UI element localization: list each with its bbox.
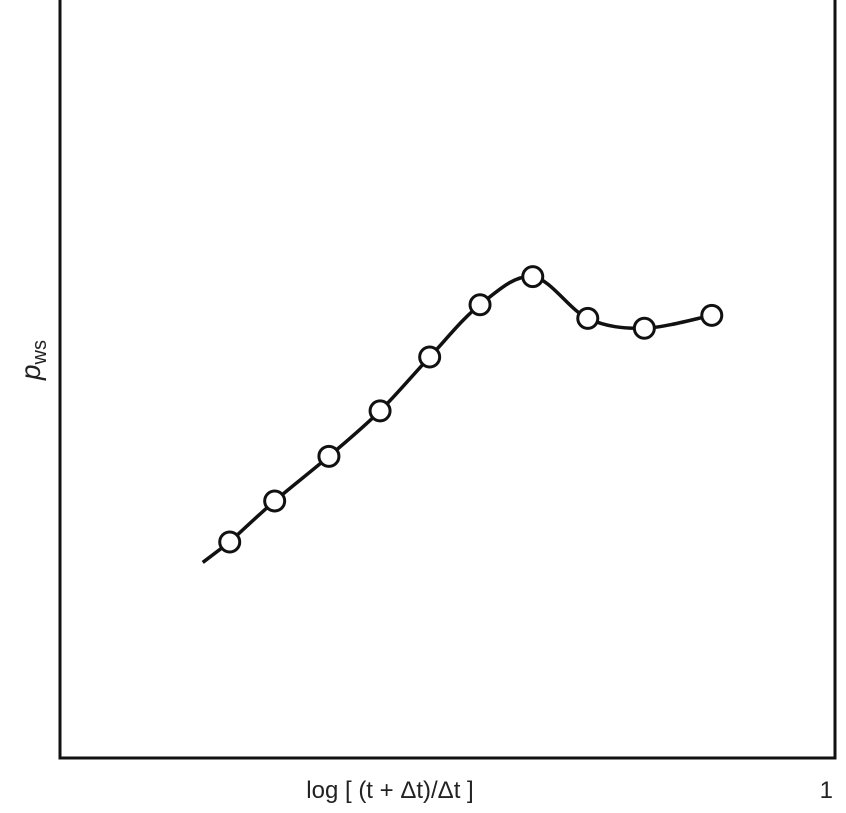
data-point <box>632 316 656 340</box>
y-label-main: p <box>15 364 46 381</box>
data-point <box>468 293 492 317</box>
x-axis-label: log [ (t + Δt)/Δt ] <box>306 777 473 804</box>
data-point <box>368 399 392 423</box>
data-point <box>317 444 341 468</box>
data-point <box>218 530 242 554</box>
y-label-sub: ws <box>29 340 51 365</box>
data-point <box>418 345 442 369</box>
axes-frame <box>58 0 837 760</box>
line-curve <box>228 274 713 544</box>
data-point <box>576 306 600 330</box>
data-point <box>521 265 545 289</box>
data-point <box>700 303 724 327</box>
y-axis-label: pws <box>15 340 51 381</box>
x-tick-label: 1 <box>820 777 833 804</box>
data-point <box>263 489 287 513</box>
